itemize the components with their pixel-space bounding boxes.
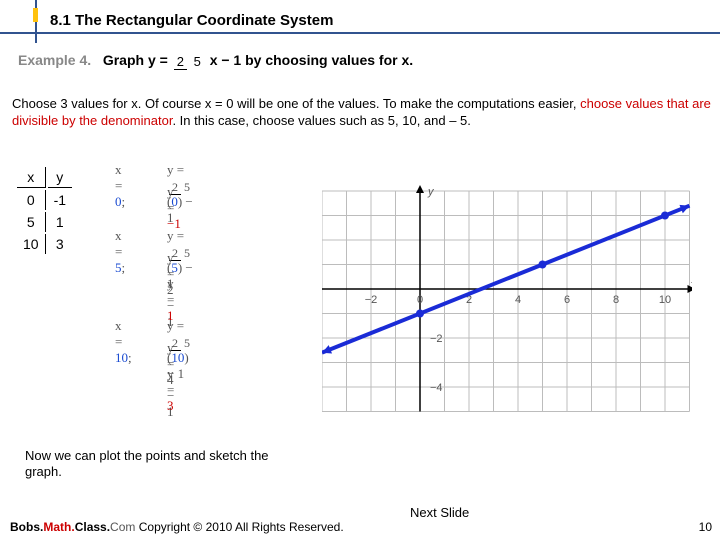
svg-text:−2: −2 (365, 294, 378, 306)
equation-rhs: x − 1 (210, 52, 242, 68)
svg-text:4: 4 (515, 294, 521, 306)
page-title: 8.1 The Rectangular Coordinate System (50, 12, 333, 29)
brand-part: Class. (75, 520, 110, 534)
svg-text:x: x (691, 274, 693, 286)
svg-text:−2: −2 (430, 333, 443, 345)
xy-table: xy 0-1 51 103 (15, 165, 74, 256)
instructions: Choose 3 values for x. Of course x = 0 w… (12, 96, 712, 130)
next-slide-link[interactable]: Next Slide (410, 505, 469, 520)
frac-num: 2 (174, 54, 187, 70)
plot-note: Now we can plot the points and sketch th… (25, 448, 305, 479)
svg-text:8: 8 (613, 294, 619, 306)
table-cell: 10 (17, 234, 46, 254)
example-text-before: Graph (103, 52, 148, 68)
table-cell: 1 (48, 212, 72, 232)
svg-text:−4: −4 (430, 382, 443, 394)
svg-text:10: 10 (659, 294, 671, 306)
example-line: Example 4. Graph y = 2 5 x − 1 by choosi… (18, 52, 413, 68)
page-number: 10 (699, 520, 712, 534)
frac-den: 5 (191, 54, 204, 69)
col-header-x: x (17, 167, 46, 188)
instructions-part1: Choose 3 values for x. Of course x = 0 w… (12, 96, 580, 111)
table-cell: -1 (48, 190, 72, 210)
footer: Bobs.Math.Class.Com Copyright © 2010 All… (10, 520, 344, 534)
example-text-after: by choosing values for x. (245, 52, 413, 68)
instructions-part2: . In this case, choose values such as 5,… (172, 113, 470, 128)
fraction: 2 5 (174, 55, 204, 68)
copyright: Copyright © 2010 All Rights Reserved. (135, 520, 343, 534)
svg-text:6: 6 (564, 294, 570, 306)
brand-part: Bobs. (10, 520, 43, 534)
brand-part: Com (110, 520, 135, 534)
graph: −20246810−2−4xy (322, 160, 692, 430)
table-cell: 0 (17, 190, 46, 210)
svg-text:0: 0 (417, 294, 423, 306)
example-label: Example 4. (18, 52, 91, 68)
col-header-y: y (48, 167, 72, 188)
table-cell: 3 (48, 234, 72, 254)
brand-part: Math. (43, 520, 74, 534)
equation-lhs: y = (148, 52, 168, 68)
table-cell: 5 (17, 212, 46, 232)
